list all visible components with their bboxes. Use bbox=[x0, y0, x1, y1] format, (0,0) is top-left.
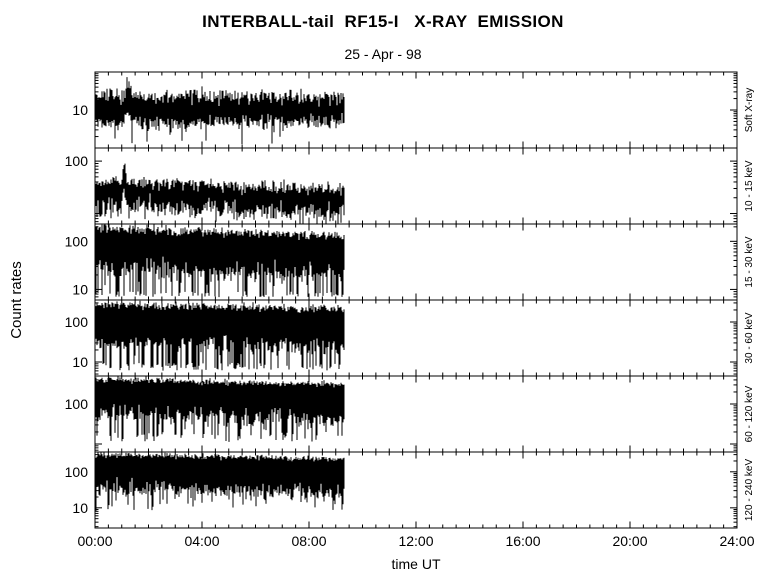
chart-title: INTERBALL-tail RF15-I X-RAY EMISSION bbox=[202, 12, 564, 31]
panel-120-240keV: 100 10 120 - 240 keV bbox=[65, 451, 755, 529]
panel-right-label-60-120keV: 60 - 120 keV bbox=[744, 385, 755, 442]
panel-right-label-10-15keV: 10 - 15 keV bbox=[744, 160, 755, 211]
x-axis-label: time UT bbox=[391, 556, 441, 572]
trace-120-240keV bbox=[95, 452, 345, 511]
chart-subtitle: 25 - Apr - 98 bbox=[344, 46, 422, 62]
x-tick-label: 12:00 bbox=[398, 533, 433, 549]
y-tick-label-15-30keV: 10 bbox=[72, 281, 88, 297]
panel-right-label-15-30keV: 15 - 30 keV bbox=[744, 236, 755, 287]
y-tick-label-15-30keV: 100 bbox=[65, 233, 89, 249]
panel-right-label-soft-xray: Soft X-ray bbox=[744, 88, 755, 132]
y-tick-label-120-240keV: 100 bbox=[65, 464, 89, 480]
x-tick-label: 24:00 bbox=[719, 533, 754, 549]
x-tick-label: 00:00 bbox=[77, 533, 112, 549]
panel-frame-120-240keV bbox=[94, 451, 738, 529]
panel-right-label-30-60keV: 30 - 60 keV bbox=[744, 312, 755, 363]
panel-right-label-120-240keV: 120 - 240 keV bbox=[744, 459, 755, 522]
trace-soft-xray bbox=[95, 77, 345, 145]
x-tick-label: 16:00 bbox=[505, 533, 540, 549]
panel-soft-xray: 10 Soft X-ray bbox=[72, 71, 755, 149]
trace-15-30keV bbox=[95, 224, 345, 298]
panel-60-120keV: 100 60 - 120 keV bbox=[65, 375, 755, 453]
x-tick-label: 04:00 bbox=[184, 533, 219, 549]
y-tick-label-soft-xray: 10 bbox=[72, 102, 88, 118]
x-tick-label: 08:00 bbox=[291, 533, 326, 549]
panel-15-30keV: 100 10 15 - 30 keV bbox=[65, 223, 755, 301]
trace-30-60keV bbox=[95, 300, 345, 371]
panel-10-15keV: 100 10 - 15 keV bbox=[65, 147, 755, 225]
x-tick-label: 20:00 bbox=[612, 533, 647, 549]
y-tick-label-30-60keV: 100 bbox=[65, 314, 89, 330]
trace-60-120keV bbox=[95, 376, 345, 442]
y-tick-label-120-240keV: 10 bbox=[72, 500, 88, 516]
y-tick-label-60-120keV: 100 bbox=[65, 396, 89, 412]
y-tick-label-30-60keV: 10 bbox=[72, 354, 88, 370]
panel-30-60keV: 100 10 30 - 60 keV bbox=[65, 299, 755, 377]
y-tick-label-10-15keV: 100 bbox=[65, 153, 89, 169]
trace-10-15keV bbox=[95, 163, 345, 224]
